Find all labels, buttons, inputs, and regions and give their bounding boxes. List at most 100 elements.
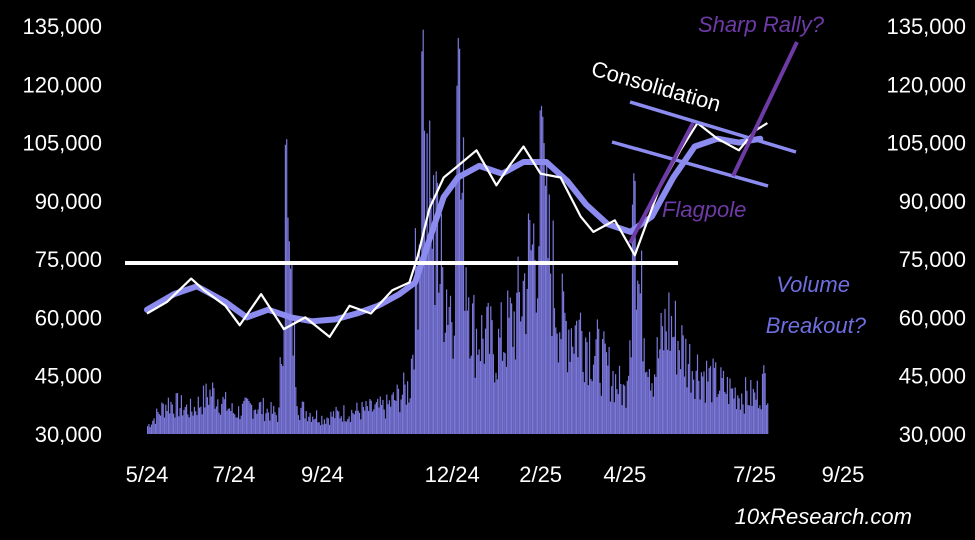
volume-bar [737, 395, 739, 434]
volume-bar [685, 338, 687, 434]
y-tick-label-left: 60,000 [35, 305, 102, 330]
volume-bar [183, 409, 185, 434]
volume-bar [587, 385, 589, 434]
volume-bar [352, 413, 354, 434]
x-axis: 5/24 7/24 9/24 12/24 2/25 4/25 7/25 9/25 [126, 462, 865, 487]
volume-bar [431, 248, 433, 434]
volume-bar [735, 409, 738, 434]
volume-bar [581, 330, 583, 434]
volume-bar [520, 321, 522, 434]
volume-bar [633, 173, 635, 434]
volume-bar [355, 410, 357, 434]
volume-bar [574, 325, 576, 434]
volume-bar [452, 358, 454, 434]
volume-bar [644, 372, 647, 434]
volume-bar [427, 243, 429, 434]
volume-bar [553, 308, 556, 434]
pattern-overlays [125, 41, 799, 266]
volume-bar [313, 419, 315, 434]
volume-bar [738, 398, 740, 434]
volume-bar [698, 380, 700, 434]
x-tick-label: 4/25 [603, 462, 646, 487]
volume-bar [655, 376, 657, 434]
volume-bar [342, 421, 344, 434]
y-tick-label-right: 90,000 [899, 189, 966, 214]
volume-bar [397, 388, 400, 434]
volume-bar [538, 246, 540, 434]
volume-bar [758, 408, 760, 434]
volume-bar [732, 388, 734, 434]
volume-bar [555, 327, 557, 434]
volume-bar [516, 292, 518, 434]
volume-bar [534, 259, 536, 434]
volume-bar [472, 303, 474, 434]
volume-bar [594, 355, 596, 434]
volume-bar [206, 397, 208, 434]
volume-bar [319, 425, 322, 434]
volume-bar [664, 308, 666, 434]
volume-bar [270, 402, 272, 434]
volume-bar [325, 423, 327, 434]
volume-bar [434, 305, 436, 434]
volume-bar [179, 408, 181, 434]
volume-bar [353, 414, 355, 434]
volume-bar [599, 382, 601, 434]
volume-bar [148, 424, 150, 434]
volume-bar [221, 403, 223, 434]
y-tick-label-right: 30,000 [899, 422, 966, 447]
volume-bar [461, 192, 463, 434]
volume-bar [322, 424, 324, 434]
volume-bar [511, 303, 513, 434]
volume-bar [200, 406, 202, 434]
volume-bar [414, 228, 416, 434]
volume-bar [570, 328, 572, 434]
volume-bar [248, 400, 250, 434]
volume-bar [600, 395, 602, 434]
volume-bar [175, 393, 177, 434]
volume-bar [273, 406, 275, 434]
moving-average-line [144, 135, 764, 325]
y-tick-label-left: 120,000 [22, 72, 102, 97]
volume-bar [607, 365, 609, 434]
volume-bar [639, 293, 641, 434]
volume-bar [462, 137, 465, 434]
y-tick-label-left: 45,000 [35, 364, 102, 389]
volume-bar [468, 297, 470, 434]
volume-bar [595, 339, 597, 434]
x-tick-label: 7/24 [213, 462, 256, 487]
volume-bar [756, 380, 758, 434]
volume-bar [565, 320, 567, 434]
volume-bar [603, 331, 605, 434]
volume-bar [625, 407, 627, 434]
volume-bar [500, 302, 502, 434]
volume-bar [349, 422, 351, 434]
volume-bar [556, 333, 558, 434]
volume-bar [283, 327, 285, 434]
volume-bar [254, 409, 257, 434]
volume-bar [403, 372, 405, 434]
volume-bar [192, 415, 194, 434]
volume-bar [650, 390, 652, 434]
volume-bar [371, 411, 374, 434]
volume-bar [715, 362, 717, 434]
volume-bar [751, 405, 753, 434]
volume-bar [544, 185, 546, 434]
volume-bar [370, 400, 372, 434]
volume-bar [301, 401, 303, 434]
volume-bar [726, 376, 728, 434]
volume-bar [729, 378, 731, 434]
volume-bar [708, 368, 710, 434]
volume-bar [526, 288, 528, 434]
volume-bar [459, 48, 461, 434]
volume-bar [260, 401, 262, 434]
volume-bar [487, 302, 489, 434]
volume-bar [170, 401, 172, 434]
volume-bar [659, 349, 661, 434]
volume-bar [407, 381, 409, 434]
volume-bar [673, 336, 675, 434]
volume-bar [490, 306, 492, 434]
volume-bar [656, 337, 658, 434]
volume-bar [499, 337, 501, 434]
volume-bar [226, 410, 228, 434]
volume-bar [525, 334, 527, 434]
